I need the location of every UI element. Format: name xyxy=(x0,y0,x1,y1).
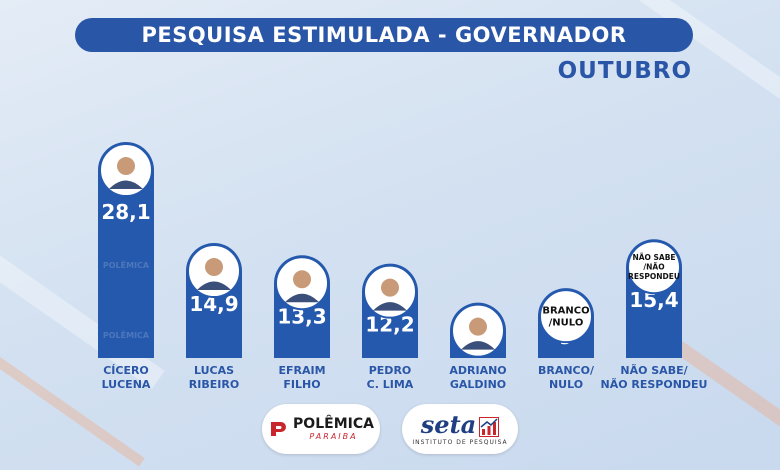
chart-subtitle: OUTUBRO xyxy=(557,58,692,84)
category-label: PEDRO xyxy=(369,364,412,377)
badge-text: RESPONDEU xyxy=(628,272,680,281)
polemica-logo: POLÊMICA PARAIBA xyxy=(262,404,380,454)
category-label: GALDINO xyxy=(450,378,506,391)
category-label: EFRAIM xyxy=(278,364,325,377)
candidate-shirt xyxy=(285,293,319,303)
badge-text: /NÃO xyxy=(643,263,664,272)
badge-text: /NULO xyxy=(549,317,584,328)
candidate-face xyxy=(205,258,223,277)
bar-value-label: 28,1 xyxy=(101,200,150,224)
bar-watermark: POLÊMICA xyxy=(103,329,150,340)
category-label: LUCAS xyxy=(194,364,234,377)
option-badge xyxy=(627,240,681,295)
badge-text: NÃO SABE xyxy=(632,253,675,262)
candidate-face xyxy=(293,270,311,289)
category-label: NÃO RESPONDEU xyxy=(600,378,707,391)
seta-logo: seta INSTITUTO DE PESQUISA xyxy=(402,404,518,454)
candidate-face xyxy=(117,157,135,176)
candidate-face xyxy=(469,317,487,336)
candidate-face xyxy=(381,278,399,297)
polemica-mark-icon xyxy=(271,422,287,436)
bar-group: 7,1ADRIANOGALDINO xyxy=(449,302,507,391)
category-label: NÃO SABE/ xyxy=(620,364,688,377)
seta-logo-name: seta xyxy=(420,409,477,439)
category-label: BRANCO/ xyxy=(538,364,595,377)
bar-watermark: POLÊMICA xyxy=(103,259,150,270)
category-label: C. LIMA xyxy=(367,378,414,391)
category-label: CÍCERO xyxy=(103,364,149,377)
category-label: RIBEIRO xyxy=(189,378,239,391)
candidate-shirt xyxy=(109,180,143,190)
candidate-shirt xyxy=(197,281,231,291)
category-label: NULO xyxy=(549,378,583,391)
polemica-logo-sub: PARAIBA xyxy=(309,432,358,441)
bar xyxy=(98,142,154,358)
chart-title: PESQUISA ESTIMULADA - GOVERNADOR xyxy=(75,18,693,52)
bar-chart-icon xyxy=(479,416,500,437)
category-label: ADRIANO xyxy=(449,364,506,377)
badge-text: BRANCO xyxy=(542,305,589,316)
option-badge xyxy=(539,289,593,344)
candidate-shirt xyxy=(373,302,407,311)
candidate-shirt xyxy=(461,341,495,350)
category-label: FILHO xyxy=(283,378,320,391)
category-label: LUCENA xyxy=(102,378,151,391)
polemica-logo-name: POLÊMICA xyxy=(293,416,374,432)
seta-logo-sub: INSTITUTO DE PESQUISA xyxy=(412,438,508,446)
